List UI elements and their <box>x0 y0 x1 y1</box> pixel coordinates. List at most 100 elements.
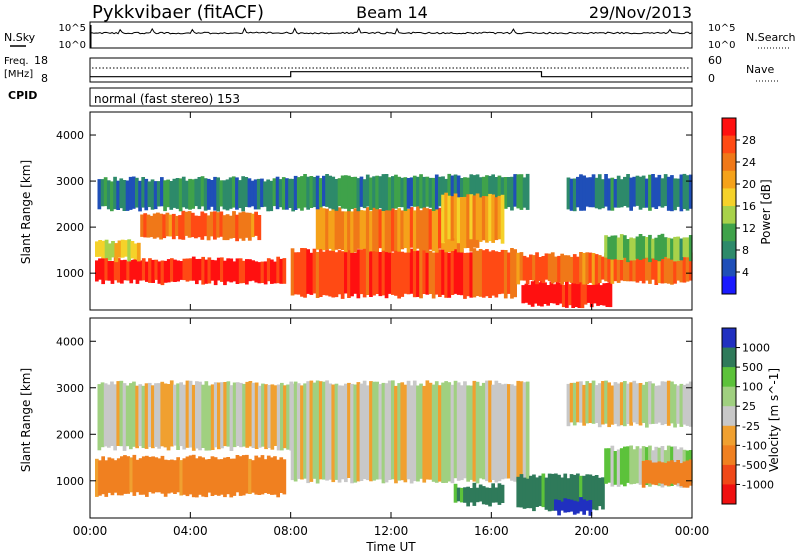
heatmap-cell <box>632 238 637 261</box>
heatmap-cell <box>372 206 376 252</box>
heatmap-cell <box>166 460 171 494</box>
freq-label: Freq. <box>4 56 29 67</box>
heatmap-cell <box>372 176 376 208</box>
heatmap-cell <box>635 175 640 206</box>
heatmap-cell <box>544 253 549 280</box>
heatmap-cell <box>596 282 600 306</box>
heatmap-cell <box>378 252 383 297</box>
noise-right-label: N.Search <box>746 31 796 44</box>
heatmap-cell <box>138 260 143 281</box>
heatmap-cell <box>278 179 283 208</box>
heatmap-cell <box>569 474 574 510</box>
y-tick-label: 2000 <box>56 221 84 234</box>
heatmap-cell <box>557 255 561 283</box>
heatmap-cell <box>286 384 290 450</box>
heatmap-cell <box>185 258 190 282</box>
heatmap-cell <box>151 456 155 494</box>
heatmap-cell <box>635 255 640 283</box>
heatmap-cell <box>207 459 212 493</box>
heatmap-cell <box>387 207 392 253</box>
heatmap-cell <box>178 215 182 240</box>
heatmap-cell <box>469 488 474 503</box>
heatmap-cell <box>491 384 495 480</box>
heatmap-cell <box>605 283 610 307</box>
heatmap-cell <box>569 499 574 512</box>
heatmap-cell <box>623 235 627 258</box>
heatmap-cell <box>682 173 687 209</box>
heatmap-cell <box>648 174 652 211</box>
heatmap-cell <box>519 381 524 482</box>
heatmap-cell <box>651 254 655 280</box>
heatmap-cell <box>263 459 268 493</box>
heatmap-cell <box>503 250 508 299</box>
heatmap-cell <box>607 236 611 260</box>
heatmap-cell <box>381 208 386 251</box>
heatmap-cell <box>283 385 287 449</box>
heatmap-cell <box>453 248 458 294</box>
heatmap-cell <box>632 176 637 207</box>
heatmap-cell <box>663 237 668 257</box>
heatmap-cell <box>676 253 680 281</box>
heatmap-cell <box>604 448 608 484</box>
heatmap-cell <box>216 212 220 238</box>
heatmap-cell <box>145 261 149 282</box>
heatmap-cell <box>182 258 187 281</box>
heatmap-cell <box>469 194 474 240</box>
heatmap-cell <box>613 382 618 424</box>
heatmap-cell <box>466 385 470 482</box>
heatmap-cell <box>416 385 420 482</box>
heatmap-cell <box>235 455 240 493</box>
heatmap-cell <box>494 197 499 241</box>
heatmap-cell <box>469 252 474 298</box>
heatmap-cell <box>282 459 287 495</box>
heatmap-cell <box>472 380 477 482</box>
heatmap-cell <box>306 381 310 484</box>
heatmap-cell <box>138 180 142 212</box>
heatmap-cell <box>244 177 249 207</box>
heatmap-cell <box>328 383 332 480</box>
heatmap-cell <box>604 174 608 207</box>
heatmap-cell <box>248 458 252 494</box>
heatmap-cell <box>318 178 323 208</box>
heatmap-cell <box>685 175 690 211</box>
heatmap-cell <box>648 381 652 425</box>
heatmap-cell <box>660 252 665 284</box>
heatmap-cell <box>163 260 168 283</box>
heatmap-cell <box>156 212 160 238</box>
colorbar-tick-label: 25 <box>742 400 756 413</box>
heatmap-cell <box>525 257 530 285</box>
heatmap-cell <box>122 180 127 211</box>
heatmap-cell <box>682 461 687 488</box>
heatmap-cell <box>510 248 514 299</box>
heatmap-cell <box>296 383 301 479</box>
heatmap-cell <box>472 195 477 243</box>
heatmap-cell <box>325 380 329 481</box>
heatmap-cell <box>466 252 470 297</box>
heatmap-cell <box>238 180 242 209</box>
heatmap-cell <box>353 176 358 208</box>
heatmap-cell <box>597 477 602 507</box>
heatmap-cell <box>566 255 571 282</box>
power-colorbar-label: Power [dB] <box>759 179 773 244</box>
heatmap-cell <box>585 381 590 424</box>
heatmap-cell <box>372 250 376 296</box>
y-tick-label: 4000 <box>56 335 84 348</box>
heatmap-cell <box>601 381 605 425</box>
heatmap-cell <box>571 281 575 308</box>
heatmap-cell <box>594 385 599 423</box>
x-tick-label: 04:00 <box>173 524 208 538</box>
heatmap-cell <box>513 174 517 207</box>
heatmap-cell <box>126 456 130 494</box>
heatmap-cell <box>156 181 161 207</box>
heatmap-cell <box>220 257 224 282</box>
heatmap-cell <box>463 381 467 479</box>
heatmap-cell <box>188 455 193 495</box>
heatmap-cell <box>162 214 167 239</box>
heatmap-cell <box>384 209 389 253</box>
heatmap-cell <box>670 460 674 484</box>
heatmap-cell <box>546 285 550 306</box>
heatmap-cell <box>666 176 671 211</box>
heatmap-cell <box>231 176 236 208</box>
heatmap-cell <box>550 473 555 511</box>
heatmap-cell <box>685 383 690 426</box>
